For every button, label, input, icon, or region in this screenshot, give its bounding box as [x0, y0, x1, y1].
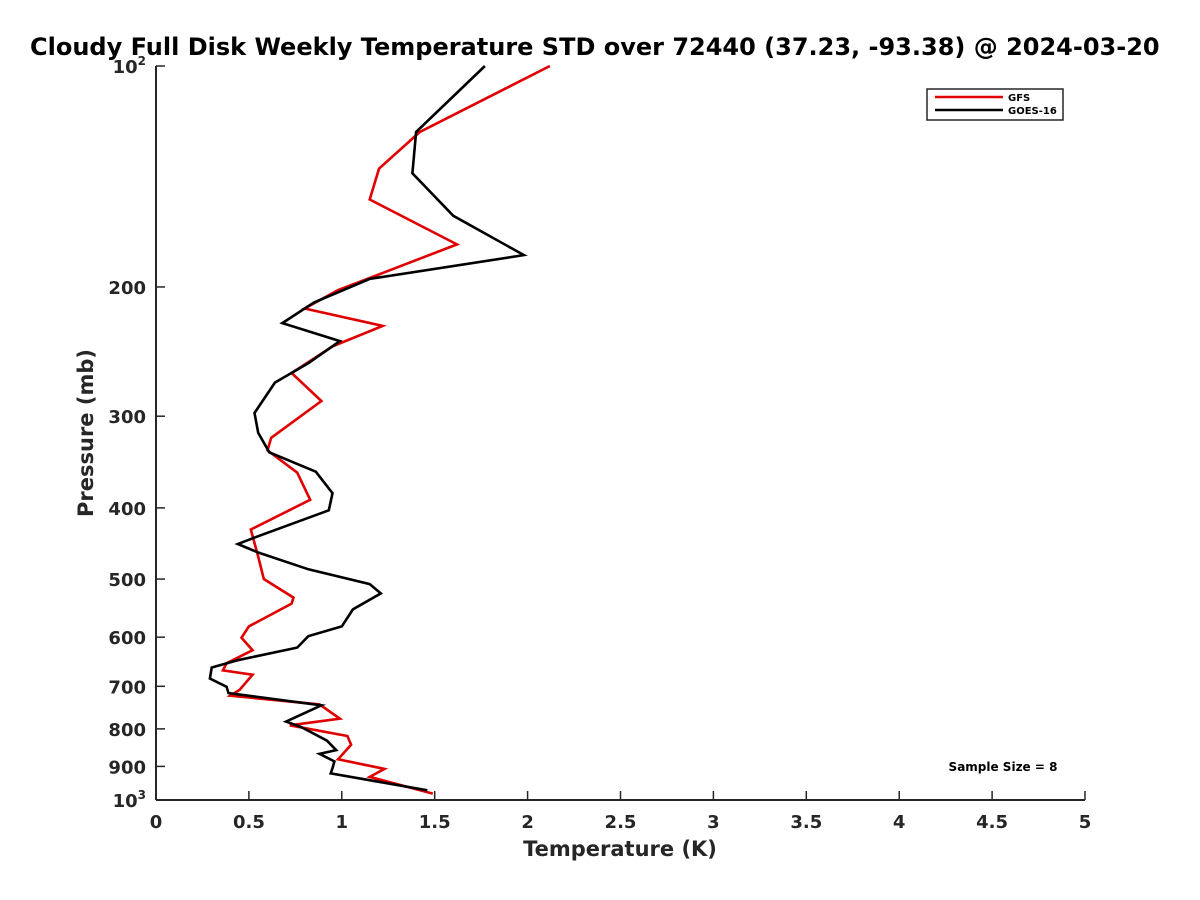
series-line-gfs — [220, 64, 551, 795]
series-line-goes16 — [208, 65, 528, 792]
y-tick-label: 400 — [108, 499, 146, 520]
y-tick-label: 300 — [108, 407, 146, 428]
legend-label-goes16: GOES-16 — [1008, 106, 1057, 117]
x-tick-label: 0.5 — [233, 812, 265, 833]
chart-title: Cloudy Full Disk Weekly Temperature STD … — [30, 33, 1160, 61]
x-tick-label: 4 — [893, 812, 906, 833]
y-tick-label: 700 — [108, 677, 146, 698]
y-tick-label: 900 — [108, 757, 146, 778]
legend: GFS GOES-16 — [926, 88, 1064, 121]
x-tick-label: 5 — [1079, 812, 1092, 833]
x-tick-label: 0 — [150, 812, 163, 833]
x-tick-label: 1.5 — [419, 812, 451, 833]
y-tick-label: 500 — [108, 570, 146, 591]
x-axis-label: Temperature (K) — [523, 837, 717, 861]
legend-box — [926, 88, 1064, 121]
y-ticks: 102 200 300 400 500 600 700 800 900 103 — [108, 54, 165, 812]
x-tick-label: 3 — [707, 812, 720, 833]
x-tick-label: 4.5 — [976, 812, 1008, 833]
sample-size-annotation: Sample Size = 8 — [949, 760, 1058, 774]
x-ticks: 0 0.5 1 1.5 2 2.5 3 3.5 4 4.5 5 — [150, 791, 1092, 833]
legend-label-gfs: GFS — [1008, 93, 1030, 104]
x-tick-label: 2.5 — [605, 812, 637, 833]
x-tick-label: 1 — [336, 812, 349, 833]
x-tick-label: 3.5 — [790, 812, 822, 833]
y-tick-label: 600 — [108, 628, 146, 649]
series-layer — [208, 64, 551, 795]
y-tick-label: 800 — [108, 720, 146, 741]
y-tick-label: 102 — [113, 54, 146, 78]
x-tick-label: 2 — [521, 812, 534, 833]
y-tick-label: 200 — [108, 278, 146, 299]
y-axis-label: Pressure (mb) — [74, 349, 98, 517]
y-tick-label: 103 — [113, 788, 146, 812]
